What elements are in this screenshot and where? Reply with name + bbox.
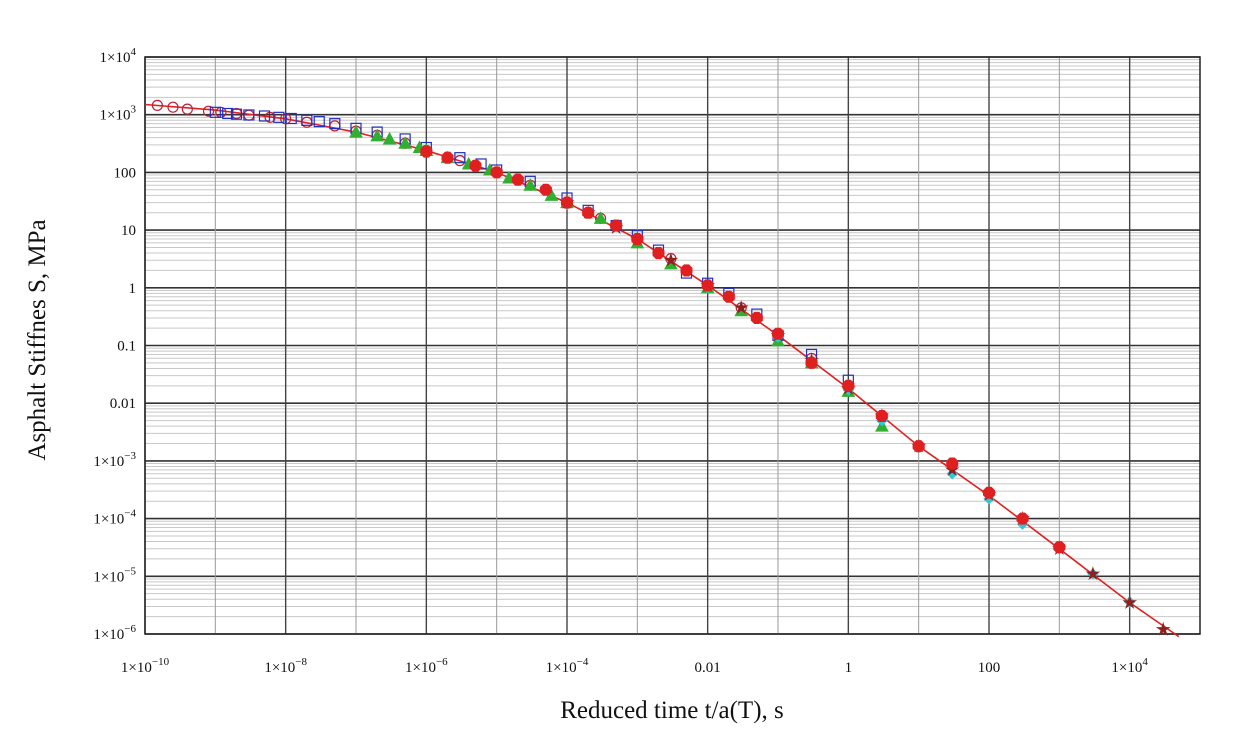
data-point-octagon [490, 166, 503, 179]
data-point-circle [202, 105, 215, 117]
data-point-square [313, 115, 325, 128]
data-point-square [222, 107, 234, 120]
data-point-octagon [983, 486, 995, 499]
data-point-triangle [593, 211, 608, 224]
data-point-octagon [441, 151, 454, 164]
data-point-square [258, 110, 271, 122]
y-tick-label: 1×10−4 [93, 508, 136, 528]
data-point-star [1122, 594, 1137, 609]
data-point-star [733, 300, 749, 315]
x-tick-label: 1×10−6 [405, 656, 448, 676]
y-tick-label: 100 [114, 165, 137, 181]
data-point-octagon [420, 145, 433, 158]
data-point-octagon [842, 379, 855, 392]
data-point-triangle [349, 125, 363, 138]
data-point-octagon [539, 183, 552, 196]
y-tick-label: 1×10−5 [93, 565, 136, 585]
y-tick-label: 1 [129, 281, 137, 297]
x-axis-title: Reduced time t/a(T), s [560, 697, 784, 724]
y-tick-label: 0.1 [117, 339, 136, 355]
x-tick-label: 1 [845, 660, 853, 676]
plot-border [144, 56, 1201, 635]
x-tick-label: 100 [978, 660, 1001, 676]
data-point-square [230, 108, 243, 120]
data-point-octagon [631, 233, 644, 246]
data-point-star [663, 252, 679, 267]
data-markers [151, 99, 1171, 636]
x-tick-label: 1×10−4 [546, 656, 589, 676]
data-point-octagon [805, 356, 818, 369]
y-tick-label: 1×104 [100, 46, 137, 66]
data-point-square [329, 118, 341, 130]
data-point-octagon [912, 440, 925, 453]
x-tick-label: 0.01 [695, 660, 721, 676]
data-point-circle [151, 99, 163, 111]
data-point-octagon [1053, 541, 1066, 554]
data-point-square [285, 112, 297, 125]
y-tick-label: 1×10−3 [93, 450, 136, 470]
data-point-triangle [523, 178, 538, 191]
data-point-octagon [469, 159, 482, 172]
data-point-star [1155, 621, 1171, 636]
data-point-square [243, 109, 255, 121]
data-point-octagon [946, 457, 959, 470]
data-point-circle [167, 101, 179, 113]
y-tick-label: 1×103 [100, 104, 137, 124]
data-point-octagon [610, 219, 623, 232]
data-point-octagon [772, 327, 784, 340]
y-axis-title: Asphalt Stiffnes S, MPa [24, 219, 51, 460]
y-tick-labels: 1×104 1×103 100 10 1 0.1 0.01 1×10−3 1×10−4 1×10−… [93, 46, 136, 643]
y-tick-label: 1×10−6 [93, 623, 136, 643]
data-point-octagon [582, 206, 595, 219]
x-tick-labels: 1×10−10 1×10−8 1×10−6 1×10−4 0.01 1 100 1×104 [121, 656, 1148, 676]
data-point-star [1085, 566, 1101, 581]
data-point-octagon [561, 196, 573, 209]
data-point-square [301, 114, 313, 126]
data-point-triangle [370, 128, 385, 142]
data-point-octagon [652, 247, 665, 260]
data-point-square [209, 106, 221, 118]
data-point-octagon [722, 290, 735, 303]
data-point-octagon [511, 173, 524, 186]
data-point-square [454, 152, 466, 164]
data-point-octagon [875, 410, 888, 422]
minor-grid [145, 59, 1200, 618]
data-point-octagon [750, 311, 763, 324]
data-point-circle [181, 103, 193, 115]
data-point-square [273, 111, 285, 123]
x-tick-label: 1×10−8 [264, 656, 307, 676]
y-tick-label: 10 [121, 223, 136, 239]
data-point-octagon [701, 279, 714, 292]
data-point-triangle [398, 136, 413, 149]
x-tick-label: 1×104 [1111, 656, 1148, 676]
x-tick-label: 1×10−10 [121, 656, 170, 676]
data-point-octagon [680, 264, 693, 277]
y-tick-label: 0.01 [110, 396, 136, 412]
data-point-triangle [382, 131, 397, 145]
data-point-octagon [1016, 512, 1029, 525]
